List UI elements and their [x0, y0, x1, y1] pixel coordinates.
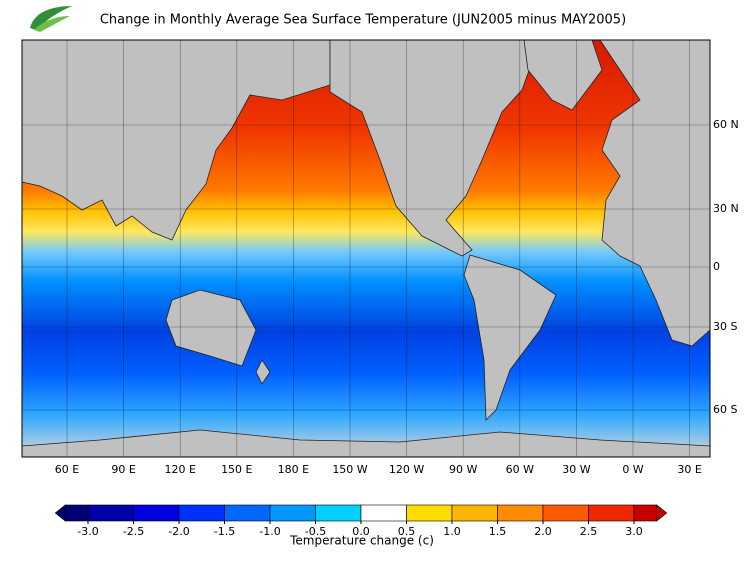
colorbar-box: [178, 504, 225, 522]
colorbar-box: [360, 504, 407, 522]
colorbar-label: Temperature change (c): [289, 534, 434, 548]
colorbar-tick-label: 0.5: [398, 525, 416, 538]
colorbar-box: [133, 504, 180, 522]
land: [21, 39, 711, 458]
x-tick-label: 120 E: [164, 463, 195, 476]
colorbar-tick-label: -2.5: [123, 525, 144, 538]
y-tick-label: 30 N: [713, 202, 739, 215]
y-tick-label: 0: [713, 260, 720, 273]
colorbar-box: [406, 504, 453, 522]
x-tick-label: 120 W: [389, 463, 424, 476]
colorbar-box: [224, 504, 271, 522]
colorbar-box: [269, 504, 316, 522]
x-tick-label: 30 E: [677, 463, 701, 476]
x-tick-label: 90 E: [111, 463, 135, 476]
x-tick-label: 60 W: [506, 463, 534, 476]
colorbar-tick-label: -3.0: [77, 525, 98, 538]
x-tick-label: 150 W: [332, 463, 367, 476]
colorbar: -3.0 -2.5 -2.0 -1.5 -1.0 -0.5 0.0 0.5 1.0 1.5 2.0 2…: [54, 504, 668, 538]
colorbar-arrow: [54, 504, 66, 522]
colorbar-tick-label: 1.5: [489, 525, 507, 538]
colorbar-box: [633, 504, 658, 522]
x-tick-label: 30 W: [562, 463, 590, 476]
title: Change in Monthly Average Sea Surface Te…: [100, 13, 626, 28]
colorbar-tick-label: 2.0: [534, 525, 552, 538]
x-tick-label: 180 E: [278, 463, 309, 476]
colorbar-arrow: [656, 504, 668, 522]
x-tick-label: 60 E: [55, 463, 79, 476]
x-tick-label: 150 E: [221, 463, 252, 476]
colorbar-box: [451, 504, 498, 522]
colorbar-box: [87, 504, 134, 522]
colorbar-box: [542, 504, 589, 522]
colorbar-tick-label: -2.0: [168, 525, 189, 538]
colorbar-box: [497, 504, 544, 522]
colorbar-tick-label: 3.0: [625, 525, 643, 538]
colorbar-tick-label: -1.0: [259, 525, 280, 538]
map-frame: [21, 39, 711, 458]
colorbar-box: [588, 504, 635, 522]
map: [21, 39, 711, 458]
colorbar-tick-label: 0.0: [352, 525, 370, 538]
colorbar-tick-label: 2.5: [580, 525, 598, 538]
colorbar-tick-label: -0.5: [305, 525, 326, 538]
colorbar-tick-label: 1.0: [443, 525, 461, 538]
y-tick-label: 30 S: [713, 320, 737, 333]
logo: [30, 6, 72, 32]
x-tick-label: 90 W: [449, 463, 477, 476]
y-tick-label: 60 N: [713, 118, 739, 131]
y-tick-label: 60 S: [713, 403, 737, 416]
colorbar-box: [64, 504, 89, 522]
colorbar-tick-label: -1.5: [214, 525, 235, 538]
x-tick-label: 0 W: [622, 463, 643, 476]
colorbar-box: [315, 504, 362, 522]
